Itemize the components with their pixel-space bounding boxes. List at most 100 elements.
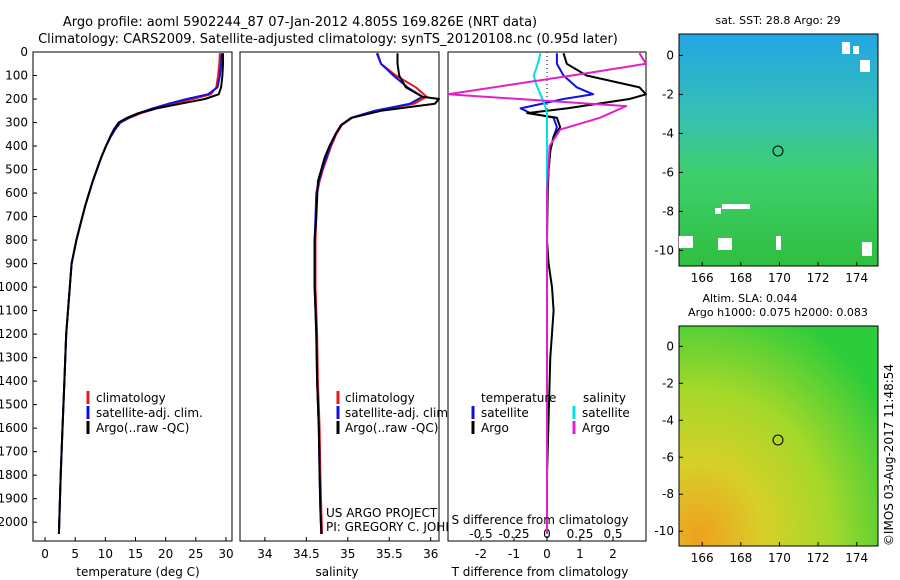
depth-tick-label: 300 — [5, 116, 28, 130]
map-y-tick-label: -10 — [654, 524, 674, 538]
map-y-tick-label: -6 — [662, 450, 674, 464]
sla-map-title: Altim. SLA: 0.044 — [702, 292, 797, 305]
depth-tick-label: 2000 — [0, 515, 28, 529]
pi-annotation: PI: GREGORY C. JOHNSON — [326, 520, 480, 534]
imos-timestamp: ©IMOS 03-Aug-2017 11:48:54 — [882, 364, 896, 546]
land-patch — [860, 60, 870, 72]
map-y-tick-label: -8 — [662, 204, 674, 218]
legend-label-climatology: climatology — [96, 391, 166, 405]
legend-label-satellite: satellite-adj. clim. — [345, 406, 452, 420]
map-y-tick-label: 0 — [666, 339, 674, 353]
salinity-x-axis: 34 34.5 35 35.5 36 — [257, 537, 438, 561]
salinity-axes-frame — [239, 51, 440, 542]
x-tick-label: 15 — [128, 547, 143, 561]
series-line-temperature-argo — [526, 52, 647, 534]
depth-tick-label: 1300 — [0, 351, 28, 365]
legend-label-s-argo: Argo — [582, 421, 610, 435]
depth-tick-label: 600 — [5, 186, 28, 200]
x-tick-label: 34 — [257, 547, 272, 561]
temperature-series — [57, 53, 224, 534]
temperature-x-axis: 0 5 10 15 20 25 30 — [41, 537, 234, 561]
depth-tick-label: 1800 — [0, 468, 28, 482]
depth-axis: 0 100 200 300 400 500 600 700 800 900 1000 1100 1200… — [0, 45, 37, 529]
x-tick-label: 2 — [609, 547, 617, 561]
depth-tick-label: 1000 — [0, 280, 28, 294]
map-y-tick-label: -2 — [662, 376, 674, 390]
depth-tick-label: 1400 — [0, 374, 28, 388]
map-x-tick-label: 174 — [845, 271, 868, 285]
series-line-argo-raw-qc- — [313, 53, 440, 534]
temperature-panel: 0100200300400500600700800900100011001200… — [0, 45, 234, 579]
sla-map-subtitle: Argo h1000: 0.075 h2000: 0.083 — [688, 306, 868, 319]
legend-title-salinity: salinity — [583, 391, 626, 405]
salinity-xlabel: salinity — [315, 565, 358, 579]
map-x-tick-label: 174 — [845, 551, 868, 565]
depth-tick-label: 400 — [5, 139, 28, 153]
temperature-legend: climatology satellite-adj. clim. Argo(..… — [86, 391, 203, 435]
map-x-tick-label: 168 — [729, 551, 752, 565]
depth-tick-label: 900 — [5, 257, 28, 271]
depth-tick-label: 1200 — [0, 327, 28, 341]
land-patch — [679, 236, 693, 248]
map-x-tick-label: 168 — [729, 271, 752, 285]
s-tick-label: -0.5 — [469, 527, 492, 541]
depth-tick-label: 1500 — [0, 398, 28, 412]
legend-label-t-satellite: satellite — [481, 406, 529, 420]
land-patch — [722, 204, 750, 209]
depth-tick-label: 0 — [20, 45, 28, 59]
temperature-xlabel: temperature (deg C) — [76, 565, 199, 579]
sst-map-title: sat. SST: 28.8 Argo: 29 — [715, 14, 840, 27]
x-tick-label: 0 — [41, 547, 49, 561]
header-line-2: Climatology: CARS2009. Satellite-adjuste… — [38, 32, 618, 47]
sst-map-panel: sat. SST: 28.8 Argo: 29 166 168 170 172 174 0… — [654, 14, 879, 285]
map-x-tick-label: 166 — [691, 551, 714, 565]
sst-map-axes: 166 168 170 172 174 0 -2 -4 -6 -8 -10 — [654, 48, 868, 285]
temperature-axes-frame — [32, 51, 233, 542]
land-patch — [776, 236, 781, 250]
depth-tick-label: 1600 — [0, 421, 28, 435]
difference-xlabel: T difference from climatology — [451, 565, 629, 579]
series-line-salinity-argo — [447, 52, 647, 534]
x-tick-label: 30 — [218, 547, 233, 561]
x-tick-label: -2 — [475, 547, 487, 561]
difference-top-xlabel: S difference from climatology — [452, 513, 629, 527]
x-tick-label: -1 — [508, 547, 520, 561]
map-x-tick-label: 170 — [768, 551, 791, 565]
map-y-tick-label: -2 — [662, 87, 674, 101]
map-x-tick-label: 166 — [691, 271, 714, 285]
s-tick-label: 0.25 — [567, 527, 594, 541]
series-line-argo-raw-qc- — [57, 53, 224, 534]
x-tick-label: 5 — [71, 547, 79, 561]
land-patch — [862, 242, 872, 256]
s-tick-label: 0.5 — [603, 527, 622, 541]
legend-title-temperature: temperature — [481, 391, 556, 405]
sla-map-panel: Altim. SLA: 0.044 Argo h1000: 0.075 h200… — [654, 292, 879, 565]
salinity-legend: climatology satellite-adj. clim. Argo(..… — [336, 391, 452, 435]
depth-tick-label: 700 — [5, 210, 28, 224]
header-line-1: Argo profile: aoml 5902244_87 07-Jan-201… — [63, 15, 537, 30]
land-patch — [718, 238, 732, 250]
x-tick-label: 35.5 — [376, 547, 403, 561]
sla-map-image — [678, 325, 879, 547]
salinity-panel: 34 34.5 35 35.5 36 climatology satellite-adj… — [239, 51, 480, 579]
x-tick-label: 0 — [543, 547, 551, 561]
map-x-tick-label: 170 — [768, 271, 791, 285]
map-y-tick-label: -8 — [662, 487, 674, 501]
land-patch — [853, 46, 859, 54]
map-x-tick-label: 172 — [807, 271, 830, 285]
legend-label-argo: Argo(..raw -QC) — [96, 421, 189, 435]
depth-tick-label: 500 — [5, 163, 28, 177]
legend-label-t-argo: Argo — [481, 421, 509, 435]
project-annotation: US ARGO PROJECT — [326, 506, 438, 520]
x-tick-label: 34.5 — [293, 547, 320, 561]
sst-map-land-patches — [679, 42, 872, 256]
x-tick-label: 36 — [423, 547, 438, 561]
legend-label-satellite: satellite-adj. clim. — [96, 406, 203, 420]
difference-legend: temperature satellite Argo salinity sate… — [471, 391, 630, 435]
s-tick-label: -0.25 — [498, 527, 529, 541]
legend-label-argo: Argo(..raw -QC) — [345, 421, 438, 435]
depth-tick-label: 1900 — [0, 492, 28, 506]
land-patch — [842, 42, 850, 54]
depth-tick-label: 1700 — [0, 445, 28, 459]
map-y-tick-label: 0 — [666, 48, 674, 62]
